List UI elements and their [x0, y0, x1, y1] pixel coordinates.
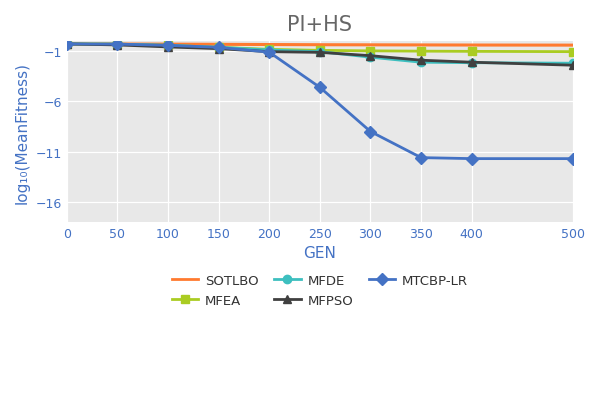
MTCBP-LR	[266, 51, 273, 55]
Line: MFDE: MFDE	[62, 40, 577, 68]
Line: MTCBP-LR: MTCBP-LR	[62, 40, 577, 163]
MFDE	[114, 43, 121, 47]
Line: MFEA: MFEA	[62, 40, 577, 57]
MFPSO	[468, 61, 475, 66]
MFDE	[215, 46, 222, 51]
Title: PI+HS: PI+HS	[287, 15, 352, 35]
MFPSO	[114, 43, 121, 48]
MFDE	[164, 44, 172, 49]
MFDE	[468, 61, 475, 66]
Line: SOTLBO: SOTLBO	[67, 45, 573, 46]
MFPSO	[418, 59, 425, 64]
MFEA	[569, 50, 577, 55]
SOTLBO	[468, 43, 475, 48]
SOTLBO	[367, 43, 374, 48]
MFDE	[316, 50, 323, 55]
MTCBP-LR	[215, 46, 222, 51]
X-axis label: GEN: GEN	[304, 246, 336, 261]
MFEA	[164, 44, 172, 49]
MFEA	[266, 48, 273, 53]
MTCBP-LR	[569, 157, 577, 162]
MFPSO	[316, 51, 323, 55]
Legend: SOTLBO, MFEA, MFDE, MFPSO, MTCBP-LR: SOTLBO, MFEA, MFDE, MFPSO, MTCBP-LR	[167, 269, 473, 313]
MFEA	[63, 43, 70, 47]
MFPSO	[215, 47, 222, 52]
MFEA	[316, 49, 323, 53]
MFPSO	[569, 64, 577, 68]
MTCBP-LR	[468, 157, 475, 162]
MTCBP-LR	[164, 44, 172, 49]
SOTLBO	[569, 44, 577, 49]
MFDE	[418, 61, 425, 66]
SOTLBO	[266, 43, 273, 48]
SOTLBO	[164, 43, 172, 47]
SOTLBO	[114, 43, 121, 47]
MFDE	[63, 43, 70, 47]
MFEA	[114, 43, 121, 47]
MFPSO	[266, 50, 273, 55]
SOTLBO	[63, 43, 70, 47]
MTCBP-LR	[316, 86, 323, 91]
MTCBP-LR	[367, 130, 374, 134]
SOTLBO	[215, 43, 222, 48]
Y-axis label: log₁₀(MeanFitness): log₁₀(MeanFitness)	[15, 61, 30, 203]
MFEA	[468, 50, 475, 55]
Line: MFPSO: MFPSO	[62, 40, 577, 70]
MFEA	[367, 49, 374, 54]
MFDE	[367, 55, 374, 60]
MFPSO	[63, 43, 70, 47]
MTCBP-LR	[418, 156, 425, 161]
MFDE	[266, 48, 273, 53]
SOTLBO	[316, 43, 323, 48]
MFEA	[418, 49, 425, 54]
MTCBP-LR	[114, 43, 121, 47]
MFEA	[215, 46, 222, 51]
MFPSO	[367, 54, 374, 59]
MFDE	[569, 62, 577, 66]
MFPSO	[164, 45, 172, 50]
MTCBP-LR	[63, 43, 70, 47]
SOTLBO	[418, 43, 425, 48]
